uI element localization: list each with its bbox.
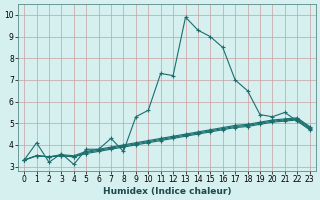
X-axis label: Humidex (Indice chaleur): Humidex (Indice chaleur) xyxy=(103,187,231,196)
